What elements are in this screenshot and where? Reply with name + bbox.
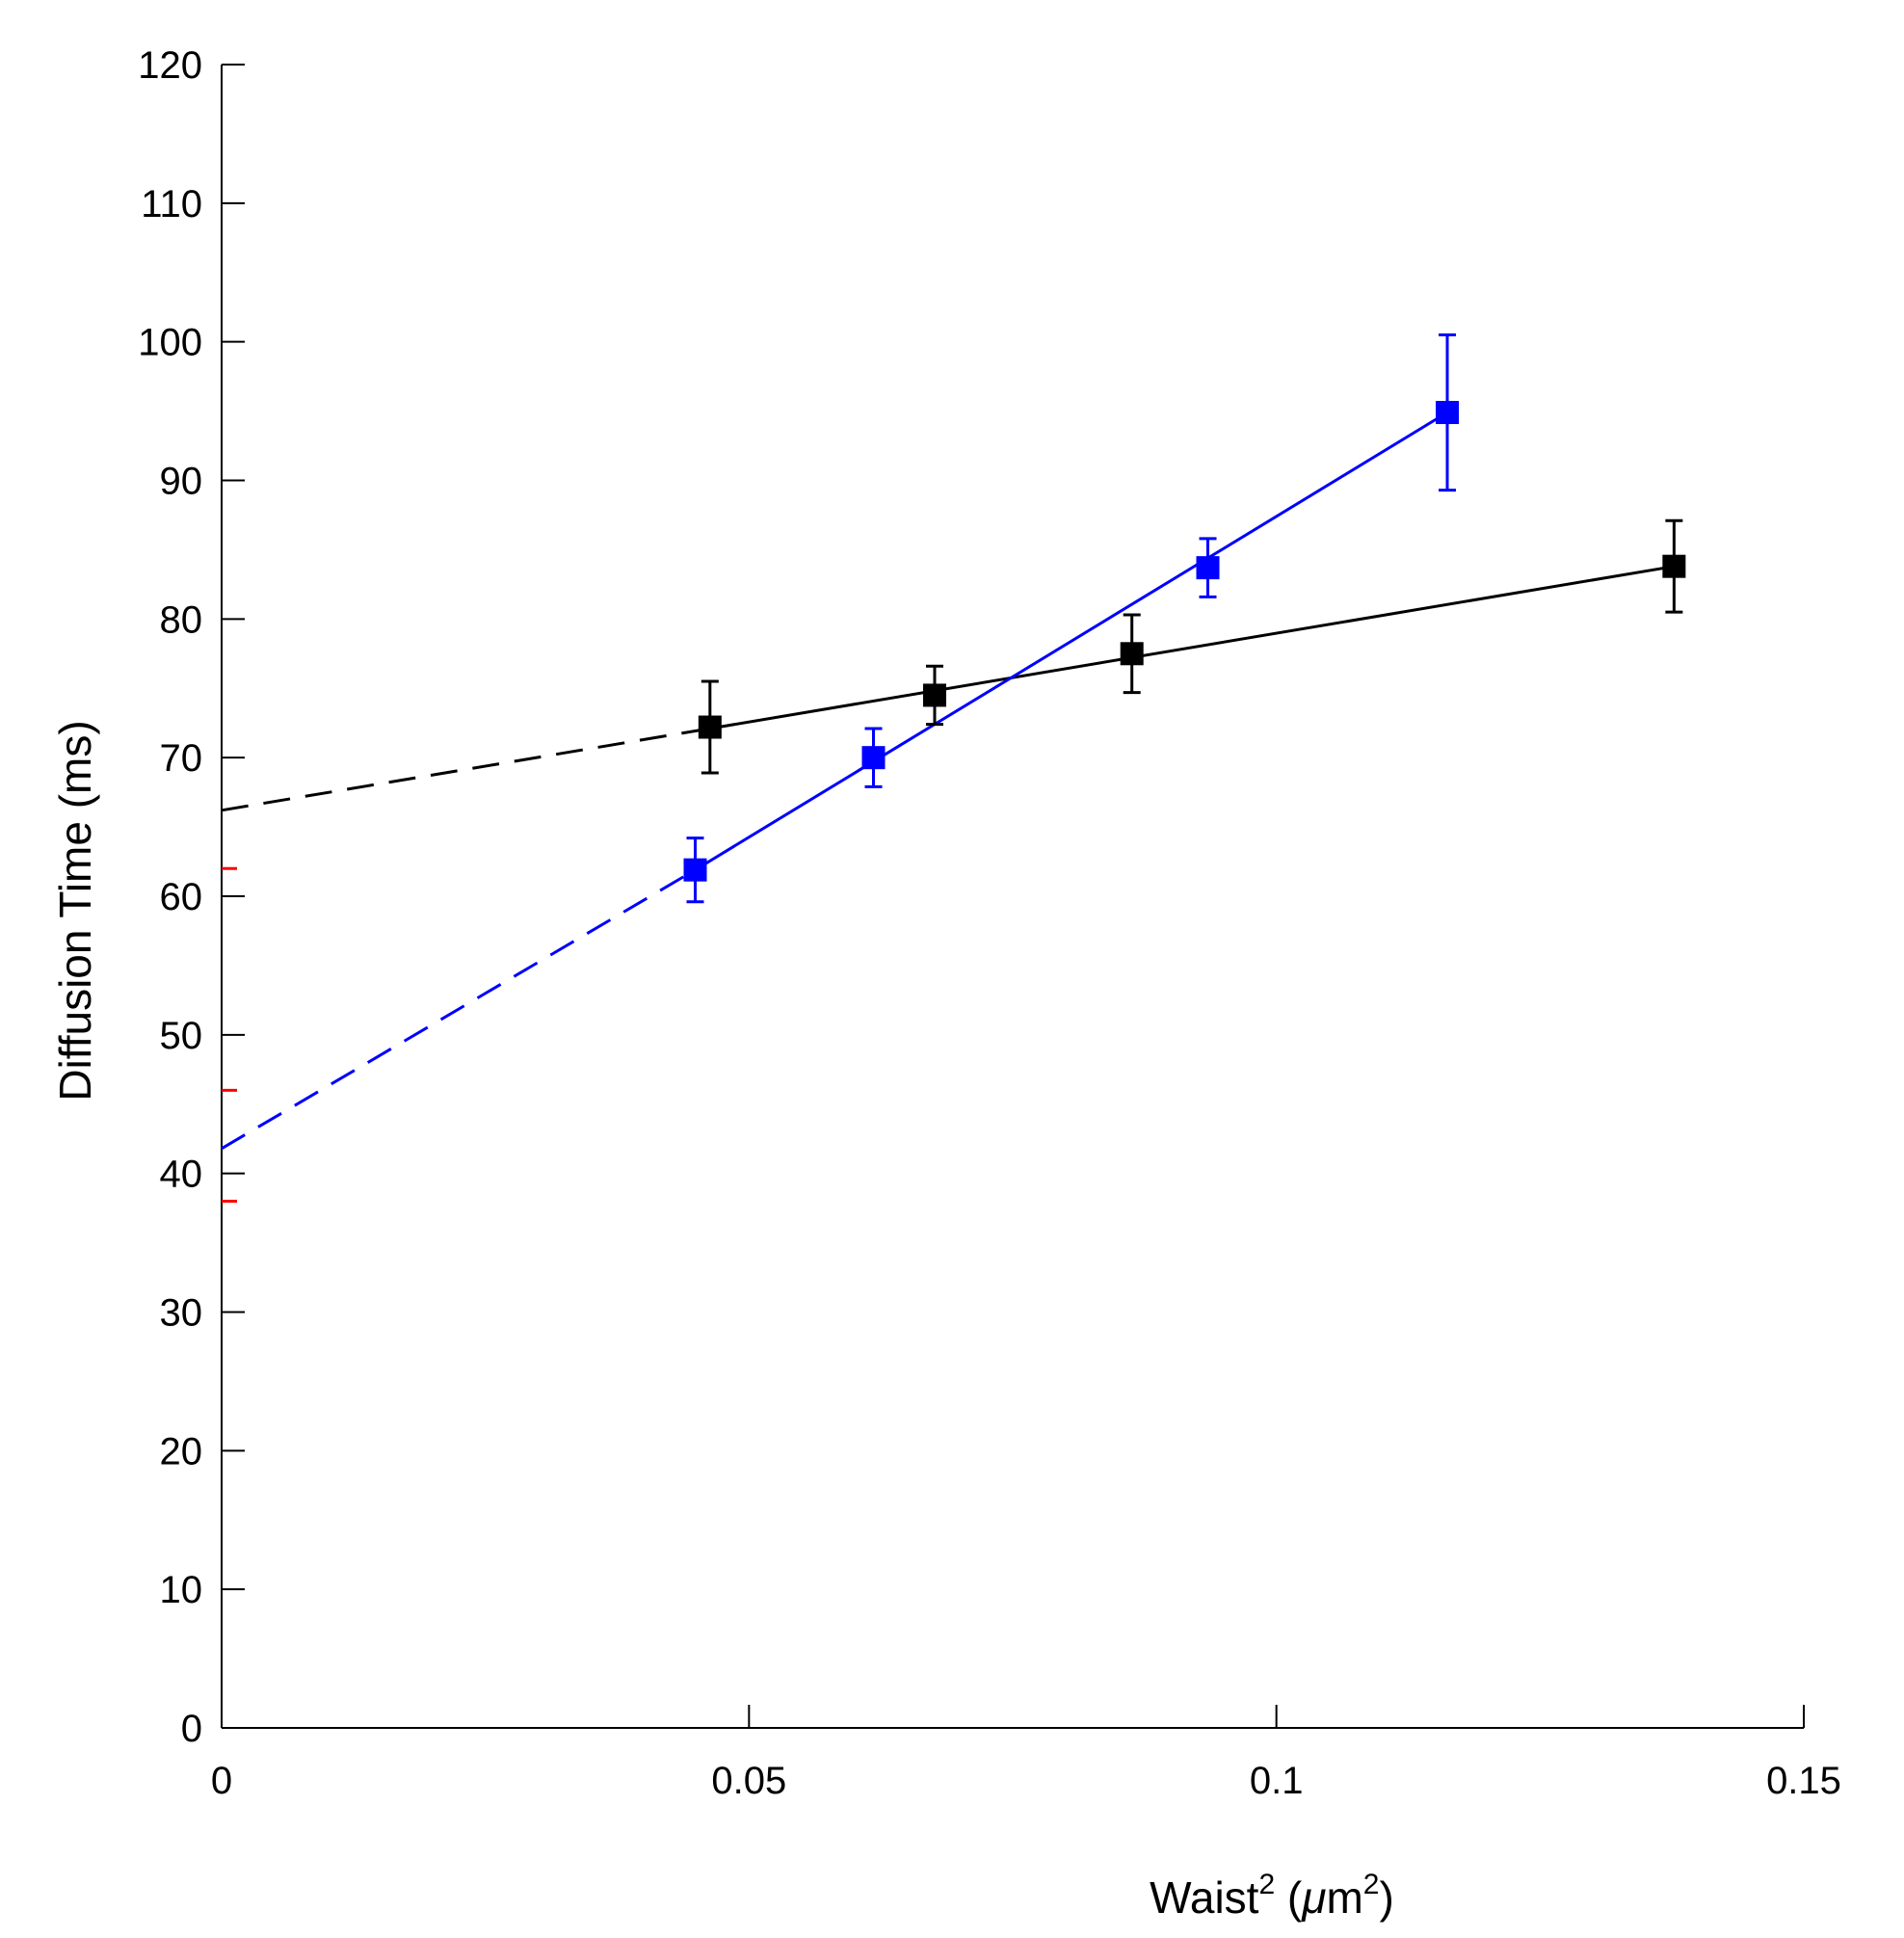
- y-tick-label: 60: [160, 876, 203, 918]
- fit-lines: [221, 411, 1675, 1151]
- y-tick-label: 0: [181, 1708, 202, 1750]
- intercept-marks: [222, 866, 237, 1203]
- y-tick-label: 10: [160, 1569, 203, 1611]
- x-tick-label: 0.15: [1766, 1760, 1841, 1802]
- tick-labels: 0 10 20 30 40 50 60 70 80 90 100 110 120 0 0.05 0.1 0.15: [138, 44, 1841, 1802]
- black-fit-dashed: [221, 727, 711, 812]
- y-tick-label: 90: [160, 461, 203, 503]
- y-tick-label: 20: [160, 1430, 203, 1473]
- blue-fit-solid: [694, 411, 1448, 871]
- y-tick-label: 40: [160, 1154, 203, 1196]
- blue-point: [1436, 401, 1460, 425]
- blue-point: [1196, 556, 1220, 580]
- x-tick-label: 0.1: [1250, 1760, 1304, 1802]
- black-point: [698, 715, 722, 739]
- y-tick-label: 70: [160, 737, 203, 780]
- axes: [221, 64, 1805, 1729]
- blue-fit-dashed: [221, 868, 697, 1151]
- x-title-unit-close: ): [1379, 1872, 1393, 1923]
- black-fit-solid: [709, 565, 1675, 730]
- x-title-mu: μ: [1301, 1872, 1326, 1923]
- x-tick-label: 0.05: [711, 1760, 786, 1802]
- y-tick-label: 110: [141, 183, 202, 226]
- error-bars: [686, 332, 1683, 904]
- x-title-sup: 2: [1258, 1869, 1275, 1900]
- x-title-unit-sup: 2: [1363, 1869, 1380, 1900]
- y-axis-title: Diffusion Time (ms): [50, 720, 100, 1101]
- blue-point: [861, 746, 886, 770]
- blue-point: [683, 858, 707, 882]
- black-point: [1120, 642, 1144, 666]
- y-tick-label: 120: [138, 44, 202, 87]
- x-title-base: Waist: [1150, 1872, 1259, 1923]
- data-points: [683, 401, 1686, 882]
- y-tick-label: 30: [160, 1292, 203, 1335]
- x-tick-label: 0: [211, 1760, 232, 1802]
- x-title-unit-open: (: [1275, 1872, 1303, 1923]
- black-point: [1662, 554, 1686, 578]
- y-tick-label: 100: [138, 322, 202, 364]
- x-axis-title: Waist2 (μm2): [1150, 1869, 1394, 1923]
- x-title-unit-m: m: [1326, 1872, 1362, 1923]
- y-tick-label: 80: [160, 598, 203, 641]
- black-point: [922, 683, 946, 707]
- y-tick-label: 50: [160, 1015, 203, 1057]
